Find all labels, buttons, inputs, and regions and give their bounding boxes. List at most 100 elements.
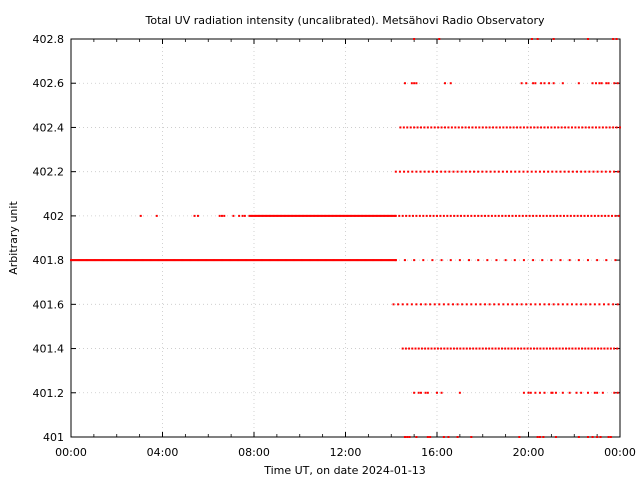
data-point <box>160 259 163 262</box>
data-point <box>447 436 450 438</box>
data-point <box>308 214 311 217</box>
data-point <box>70 259 72 262</box>
data-point <box>437 126 440 129</box>
data-point <box>604 170 607 173</box>
data-point <box>536 347 539 350</box>
data-point <box>78 259 81 262</box>
data-point <box>178 259 181 262</box>
data-point <box>431 170 434 173</box>
data-point <box>586 391 589 394</box>
data-point <box>443 347 446 350</box>
data-point <box>588 170 591 173</box>
data-point <box>425 214 428 217</box>
data-point <box>534 170 537 173</box>
data-point <box>274 214 277 217</box>
data-point <box>188 259 191 262</box>
data-point <box>287 259 290 262</box>
x-tick-label: 00:00 <box>55 446 87 459</box>
data-point <box>449 82 452 85</box>
axis-ticks <box>70 38 621 438</box>
data-point <box>612 303 615 306</box>
plot-frame <box>70 38 621 438</box>
data-point <box>325 259 328 262</box>
data-point <box>281 259 284 262</box>
data-point <box>271 259 274 262</box>
data-point <box>318 259 321 262</box>
data-point <box>337 214 340 217</box>
data-point <box>340 214 343 217</box>
data-point <box>438 303 441 306</box>
data-point <box>342 259 345 262</box>
data-point <box>440 391 443 394</box>
data-point <box>598 82 601 85</box>
data-point <box>295 214 298 217</box>
data-point <box>288 259 291 262</box>
data-point <box>538 170 541 173</box>
data-point <box>319 259 322 262</box>
data-point <box>506 303 509 306</box>
data-point <box>429 436 432 438</box>
data-point <box>430 347 433 350</box>
data-point <box>246 259 249 262</box>
data-point <box>532 82 535 85</box>
data-point <box>472 347 475 350</box>
data-point <box>532 259 535 262</box>
data-point <box>562 214 565 217</box>
data-point <box>313 259 316 262</box>
data-point <box>504 347 507 350</box>
data-point <box>552 214 555 217</box>
data-point <box>328 259 331 262</box>
data-point <box>373 259 376 262</box>
data-point <box>561 391 564 394</box>
data-point <box>507 347 510 350</box>
data-point <box>605 259 608 262</box>
data-point <box>217 259 220 262</box>
data-point <box>479 303 482 306</box>
data-point <box>111 259 114 262</box>
data-point <box>333 259 336 262</box>
data-point <box>250 259 253 262</box>
data-point <box>363 259 366 262</box>
data-point <box>281 214 284 217</box>
data-point <box>612 126 615 129</box>
data-point <box>460 214 463 217</box>
data-point <box>228 259 231 262</box>
data-point <box>554 391 557 394</box>
data-point <box>329 259 332 262</box>
data-point <box>586 436 589 438</box>
data-point <box>591 126 594 129</box>
data-point <box>339 259 342 262</box>
data-point <box>411 214 414 217</box>
data-point <box>516 303 519 306</box>
data-point <box>473 214 476 217</box>
data-point <box>270 214 273 217</box>
data-point <box>252 214 255 217</box>
data-point <box>336 214 339 217</box>
data-point <box>504 214 507 217</box>
data-point <box>378 259 381 262</box>
data-point <box>279 259 282 262</box>
data-point <box>574 126 577 129</box>
y-tick-label: 401 <box>43 431 64 444</box>
data-point <box>581 347 584 350</box>
data-point <box>374 259 377 262</box>
data-point <box>477 214 480 217</box>
data-point <box>571 170 574 173</box>
data-point <box>498 126 501 129</box>
data-point <box>574 347 577 350</box>
data-point <box>343 259 346 262</box>
data-point <box>263 259 266 262</box>
data-point <box>586 214 589 217</box>
data-point <box>373 214 376 217</box>
data-point <box>542 214 545 217</box>
data-point <box>543 170 546 173</box>
data-point <box>534 303 537 306</box>
data-point <box>563 170 566 173</box>
data-point <box>120 259 123 262</box>
data-point <box>525 303 528 306</box>
chart-title: Total UV radiation intensity (uncalibrat… <box>145 14 545 27</box>
data-point <box>600 170 603 173</box>
data-point <box>329 214 332 217</box>
data-point <box>262 214 265 217</box>
data-point <box>525 82 528 85</box>
